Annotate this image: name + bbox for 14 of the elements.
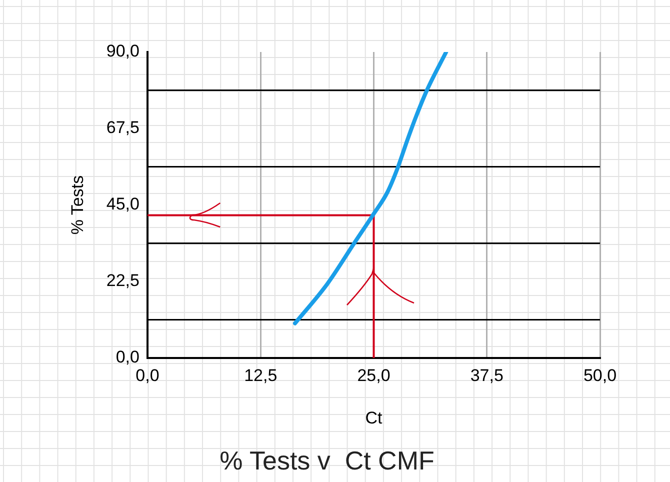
text: % Tests v Ct CMF: [220, 446, 434, 476]
y-tick-label: 0,0: [116, 348, 140, 367]
y-tick-label: 22,5: [106, 271, 140, 290]
x-axis-title: Ct: [365, 408, 383, 428]
x-tick-label: 50,0: [583, 366, 617, 385]
y-tick-label: 90,0: [106, 42, 140, 61]
line-series: [293, 52, 448, 326]
x-tick-label: 37,5: [470, 366, 504, 385]
x-tick-label: 12,5: [244, 366, 278, 385]
y-axis-title: % Tests: [68, 175, 87, 235]
x-tick-label: 25,0: [357, 366, 390, 385]
x-tick-label: 0,0: [136, 366, 160, 385]
y-tick-label: 67,5: [106, 118, 140, 138]
y-tick-label: 45,0: [106, 194, 140, 214]
